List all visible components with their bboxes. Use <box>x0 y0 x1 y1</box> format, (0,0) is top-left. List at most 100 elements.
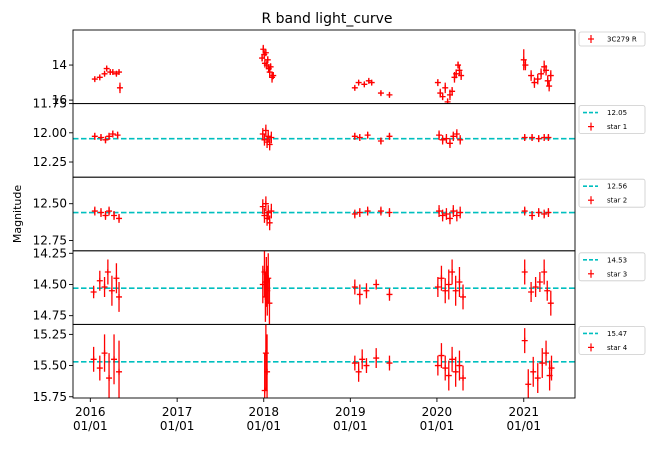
legend-1: 3C279 R <box>578 31 646 47</box>
data-point <box>452 356 459 387</box>
legend-series-label: star 2 <box>607 197 627 205</box>
data-point <box>544 75 551 87</box>
data-point <box>547 70 554 81</box>
data-point <box>386 91 393 98</box>
data-point <box>262 196 269 212</box>
chart-title: R band light_curve <box>261 11 392 27</box>
data-point <box>453 209 460 222</box>
data-point <box>106 353 113 398</box>
data-point <box>521 328 528 354</box>
data-point <box>351 84 358 91</box>
data-point <box>266 278 273 325</box>
data-point <box>266 138 273 151</box>
data-point <box>541 209 548 219</box>
data-point <box>460 365 467 391</box>
data-point <box>351 279 358 295</box>
data-point <box>541 259 548 285</box>
data-point <box>534 73 541 85</box>
data-point <box>534 363 541 394</box>
legend-5: 15.47 star 4 <box>578 325 646 355</box>
data-point <box>101 334 108 372</box>
points-1 <box>91 44 554 104</box>
data-point <box>547 290 554 316</box>
data-point <box>452 275 459 306</box>
data-point <box>536 272 543 292</box>
data-point <box>108 275 115 306</box>
data-point <box>102 136 109 144</box>
data-point <box>446 138 453 148</box>
data-point <box>96 355 103 381</box>
x-tick-label: 2020 01/01 <box>420 405 455 433</box>
data-point <box>116 340 123 398</box>
data-point <box>439 135 446 145</box>
data-point <box>386 132 393 140</box>
panel-frame-5 <box>72 323 576 399</box>
data-point <box>543 340 550 366</box>
points-3 <box>91 196 552 231</box>
y-tick-label: 12.25 <box>33 155 67 169</box>
data-point <box>91 206 98 216</box>
data-point <box>111 211 118 220</box>
y-tick-label: 12.75 <box>33 233 67 247</box>
data-point <box>456 65 463 76</box>
data-point <box>351 132 358 140</box>
data-point <box>456 267 463 297</box>
data-point <box>545 133 552 141</box>
data-point <box>113 263 120 294</box>
data-point <box>444 98 451 104</box>
data-point <box>268 203 275 219</box>
data-point <box>373 348 380 369</box>
legend-ref-label: 12.56 <box>607 183 628 191</box>
data-point <box>364 206 371 216</box>
data-point <box>538 68 545 80</box>
data-point <box>268 131 275 144</box>
data-point <box>535 208 542 217</box>
data-point <box>109 130 116 138</box>
data-point <box>449 86 456 96</box>
data-point <box>442 82 449 94</box>
data-point <box>546 80 553 92</box>
data-point <box>528 281 535 302</box>
data-point <box>521 206 528 216</box>
data-point <box>97 133 104 141</box>
y-tick-label: 14 <box>52 58 67 72</box>
y-tick-label: 14.50 <box>33 277 67 291</box>
points-2 <box>91 124 552 151</box>
x-axis: 2016 01/01 2017 01/01 2018 01/01 2019 01/01 2020… <box>73 398 541 433</box>
legend-series-label: 3C279 R <box>607 36 637 44</box>
data-point <box>114 131 121 139</box>
data-point <box>521 133 528 141</box>
data-point <box>106 206 113 216</box>
data-point <box>116 82 123 94</box>
data-point <box>116 69 123 76</box>
points-4 <box>90 250 554 325</box>
data-point <box>356 208 363 217</box>
y-tick-label: 15.75 <box>33 390 67 404</box>
panel-3: 12.50 12.75 12.56 star 2 <box>33 176 646 252</box>
data-point <box>535 135 542 143</box>
data-point <box>90 346 97 372</box>
data-point <box>442 278 449 304</box>
data-point <box>522 59 529 71</box>
data-point <box>449 346 456 372</box>
data-point <box>438 343 445 369</box>
data-point <box>529 211 536 220</box>
data-point <box>386 355 393 371</box>
data-point <box>445 269 452 300</box>
data-point <box>544 280 551 301</box>
panel-frame-1 <box>72 29 576 105</box>
data-point <box>116 214 123 223</box>
data-point <box>529 133 536 141</box>
y-tick-label: 14.75 <box>33 309 67 323</box>
data-point <box>265 253 272 304</box>
data-point <box>443 133 450 144</box>
legend-ref-label: 12.05 <box>607 109 627 117</box>
data-point <box>264 56 271 64</box>
data-point <box>262 49 269 57</box>
data-point <box>386 288 393 301</box>
data-point <box>377 206 384 216</box>
legend-3: 12.56 star 2 <box>578 178 646 208</box>
data-point <box>101 276 108 297</box>
data-point <box>116 281 123 312</box>
